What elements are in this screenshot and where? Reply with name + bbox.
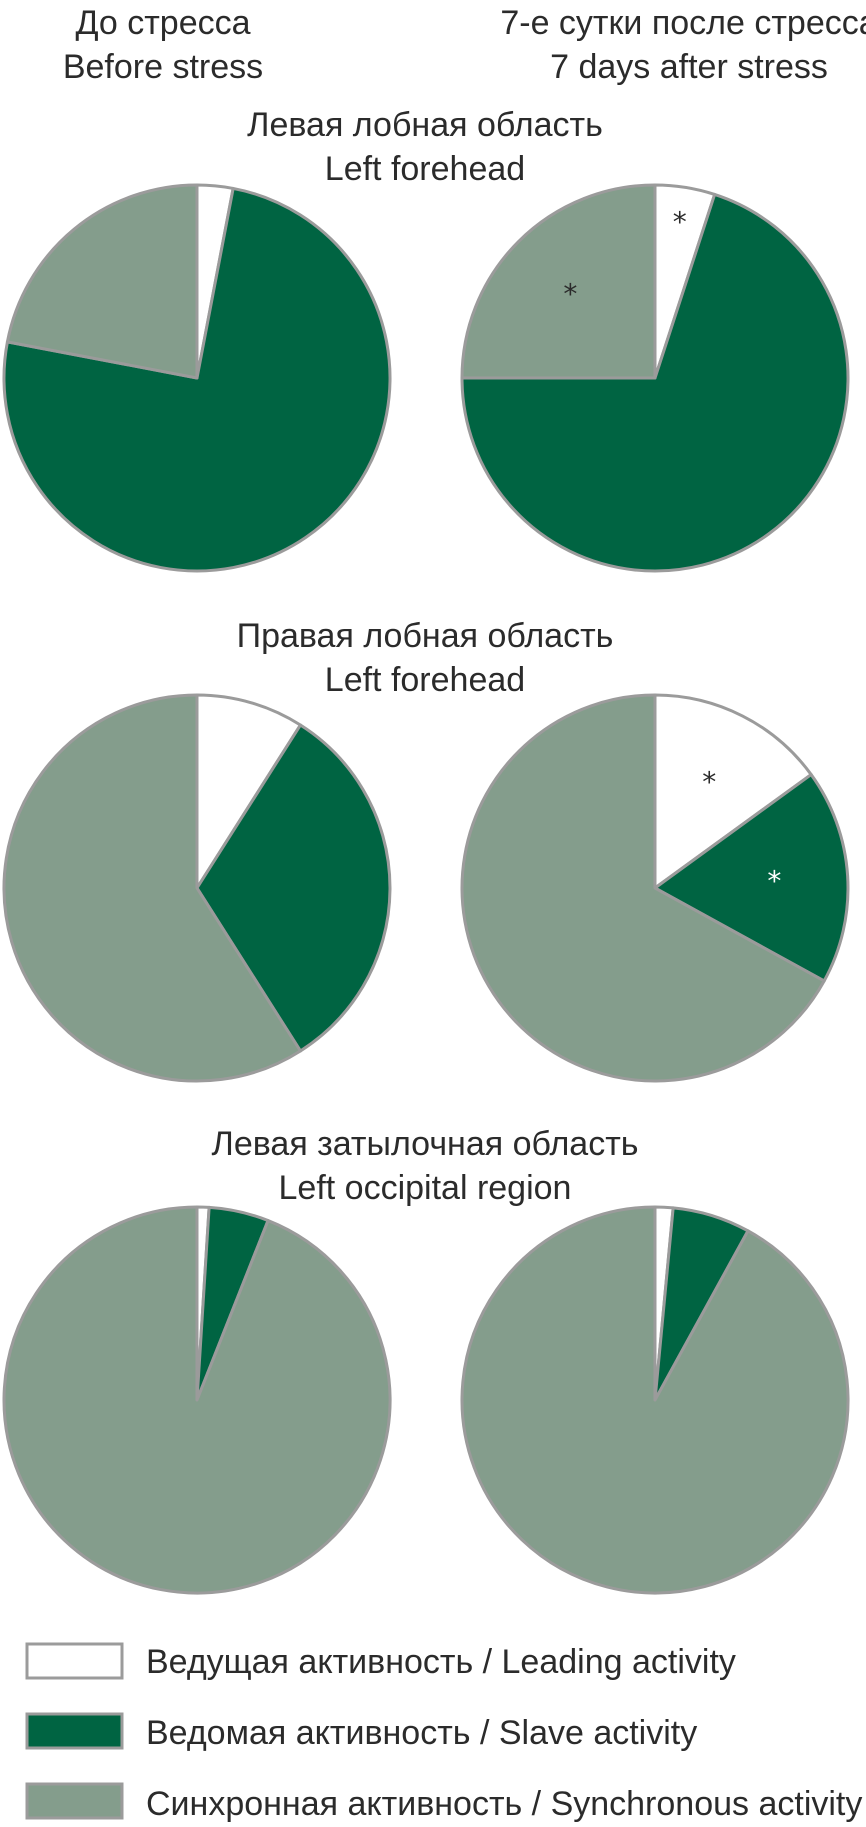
column-header-before-ru: До стресса <box>75 4 250 42</box>
legend-label-synchronous: Синхронная активность / Synchronous acti… <box>146 1785 862 1823</box>
row-title-2-en: Left forehead <box>325 661 525 699</box>
significance-marker: * <box>563 277 577 310</box>
pie-slice-synchronous <box>5 183 199 380</box>
pie-slice-synchronous <box>2 1205 392 1595</box>
row-title-3-en: Left occipital region <box>279 1169 572 1207</box>
row-title-1-ru: Левая лобная область <box>247 106 603 144</box>
row-title-3-ru: Левая затылочная область <box>212 1125 639 1163</box>
pie-slice-slave <box>460 192 850 573</box>
row-title-1-en: Left forehead <box>325 150 525 188</box>
pie-left-forehead-before <box>2 183 392 573</box>
pie-left-forehead-after: ** <box>460 183 850 573</box>
legend-label-slave: Ведомая активность / Slave activity <box>146 1714 697 1752</box>
pie-right-forehead-after: ** <box>460 693 850 1083</box>
pie-slice-synchronous <box>460 693 826 1083</box>
pie-slice-slave <box>653 773 850 983</box>
column-header-after-ru: 7-е сутки после стресса <box>500 4 866 42</box>
pie-slice-synchronous <box>460 183 657 380</box>
pie-slice-synchronous <box>460 1205 850 1595</box>
legend-swatch-leading <box>25 1642 124 1680</box>
significance-marker: * <box>673 206 687 239</box>
pie-slice-slave <box>195 723 392 1053</box>
column-header-after-en: 7 days after stress <box>550 48 828 86</box>
pie-slice-slave <box>2 186 392 573</box>
pie-slice-synchronous <box>2 693 302 1083</box>
legend-label-leading: Ведущая активность / Leading activity <box>146 1643 736 1681</box>
significance-marker: * <box>702 765 716 798</box>
legend-swatch-synchronous <box>25 1782 124 1820</box>
pie-right-forehead-before <box>2 693 392 1083</box>
pie-slice-leading <box>653 693 813 890</box>
significance-marker: * <box>767 865 781 898</box>
legend: Ведущая активность / Leading activity Ве… <box>25 1642 862 1823</box>
row-title-2-ru: Правая лобная область <box>237 617 614 655</box>
pie-slice-leading <box>195 693 302 890</box>
column-header-before-en: Before stress <box>63 48 263 86</box>
pie-left-occipital-after <box>460 1205 850 1595</box>
legend-swatch-slave <box>25 1712 124 1750</box>
pie-left-occipital-before <box>2 1205 392 1595</box>
